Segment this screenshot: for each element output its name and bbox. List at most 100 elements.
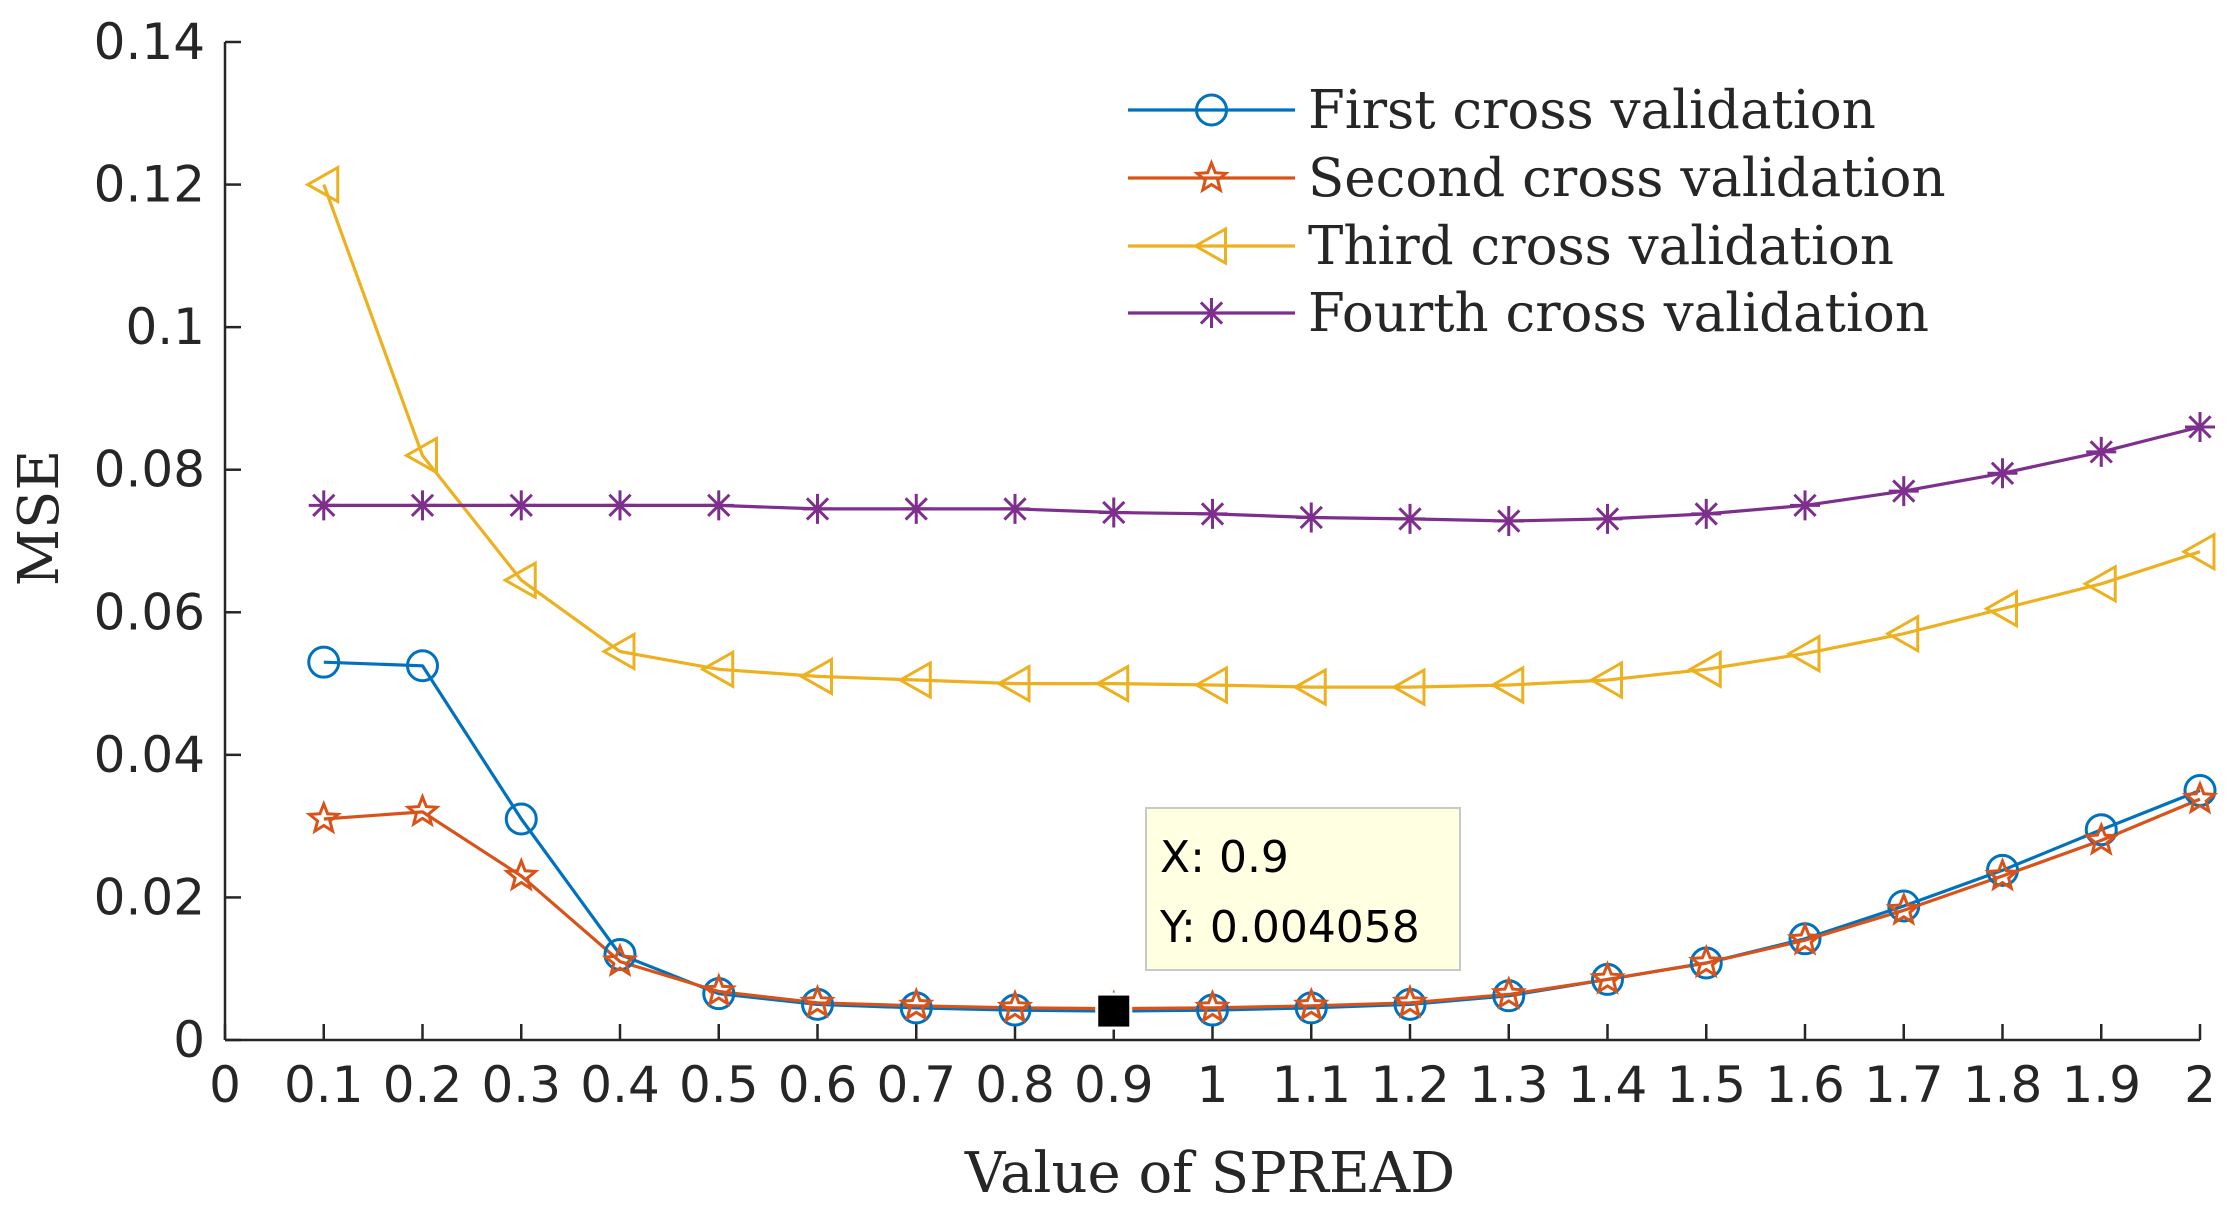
- data-point: [1293, 986, 1330, 1022]
- legend-marker: [1196, 298, 1227, 328]
- data-point: [1489, 665, 1525, 705]
- x-tick-label: 1.4: [1568, 1056, 1648, 1114]
- data-point: [1000, 493, 1030, 524]
- data-point: [304, 164, 340, 205]
- x-tick-label: 1: [1197, 1056, 1229, 1114]
- data-point: [1493, 506, 1524, 537]
- data-point: [1687, 649, 1722, 689]
- x-tick-label: 0.5: [679, 1056, 759, 1114]
- data-point: [1197, 498, 1228, 529]
- data-point: [605, 490, 635, 521]
- data-point: [1987, 458, 2018, 489]
- data-point: [2084, 813, 2118, 847]
- data-point: [2181, 779, 2219, 815]
- y-tick-label: 0.04: [94, 726, 205, 784]
- data-point: [600, 631, 636, 672]
- y-tick-label: 0.02: [94, 868, 205, 926]
- legend-entry-1: First cross validation: [1128, 80, 1876, 141]
- datatip-box: [1145, 807, 1461, 971]
- data-point: [406, 649, 439, 683]
- data-point: [995, 663, 1031, 704]
- data-point: [1790, 490, 1820, 521]
- datatip-y-label: Y: 0.004058: [1159, 902, 1420, 953]
- y-tick-label: 0.06: [94, 583, 205, 641]
- data-point: [1391, 983, 1429, 1019]
- y-tick-label: 0.08: [94, 441, 205, 499]
- data-point: [305, 799, 342, 835]
- x-tick-label: 0.8: [975, 1056, 1055, 1114]
- data-point: [502, 560, 537, 600]
- legend: First cross validation Second cross valid…: [1128, 80, 1946, 344]
- series-line-1: [323, 660, 2201, 1013]
- datatip[interactable]: X: 0.9 Y: 0.004058: [1095, 807, 1461, 1030]
- data-point: [1983, 589, 2018, 629]
- x-tick-label: 1.5: [1666, 1056, 1746, 1114]
- x-tick-label: 1.7: [1864, 1056, 1944, 1114]
- legend-label: Third cross validation: [1308, 216, 1894, 277]
- legend-label: Fourth cross validation: [1308, 283, 1929, 344]
- data-point: [2082, 564, 2117, 604]
- series-markers-3: [304, 164, 2216, 707]
- data-point: [1984, 856, 2021, 892]
- series-line-4: [323, 425, 2201, 523]
- data-point: [1292, 667, 1327, 707]
- y-tick-label: 0.1: [125, 298, 205, 356]
- data-point: [1884, 614, 1920, 654]
- legend-label: First cross validation: [1308, 80, 1876, 141]
- data-point: [308, 490, 339, 521]
- legend-marker: [1195, 93, 1228, 127]
- data-point: [2185, 411, 2215, 442]
- x-tick-label: 1.1: [1271, 1056, 1351, 1114]
- data-point: [2180, 532, 2216, 572]
- data-point: [897, 660, 932, 700]
- data-point: [898, 986, 935, 1022]
- x-tick-label: 0.7: [876, 1056, 956, 1114]
- data-point: [802, 493, 833, 524]
- data-point: [407, 490, 438, 521]
- data-point: [1098, 497, 1129, 528]
- data-point: [1592, 503, 1623, 534]
- data-point: [996, 988, 1034, 1024]
- data-point: [1390, 667, 1426, 707]
- legend-marker: [1192, 226, 1227, 266]
- series-line-2: [323, 797, 2201, 1011]
- data-point: [2083, 821, 2120, 856]
- data-point: [2086, 436, 2117, 467]
- data-point: [1888, 476, 1919, 507]
- data-point: [1588, 660, 1623, 700]
- data-point: [901, 493, 932, 524]
- data-point: [1688, 943, 1725, 979]
- data-point: [703, 490, 734, 521]
- x-tick-label: 0.3: [481, 1056, 561, 1114]
- data-point: [1094, 663, 1130, 704]
- legend-label: Second cross validation: [1308, 148, 1946, 209]
- data-point: [1395, 503, 1425, 534]
- data-point: [1691, 498, 1722, 529]
- data-point: [506, 490, 537, 521]
- series-layer: [304, 164, 2219, 1028]
- x-tick-label: 1.8: [1963, 1056, 2043, 1114]
- x-tick-label: 0: [209, 1056, 241, 1114]
- x-tick-label: 0.2: [383, 1056, 463, 1114]
- data-point: [1786, 921, 1824, 956]
- legend-entry-3: Third cross validation: [1128, 216, 1894, 277]
- data-point: [1589, 960, 1626, 995]
- y-tick-label: 0.12: [94, 156, 205, 214]
- data-point: [1785, 634, 1821, 674]
- x-tick-label: 1.9: [2061, 1056, 2141, 1114]
- data-point: [700, 972, 737, 1008]
- data-point: [504, 802, 538, 836]
- data-point: [1193, 665, 1228, 705]
- series-line-3: [322, 184, 2201, 689]
- x-tick-label: 1.6: [1765, 1056, 1845, 1114]
- data-point: [503, 856, 540, 892]
- y-axis-title: MSE: [7, 450, 72, 587]
- data-point: [307, 645, 341, 679]
- legend-marker: [1193, 158, 1230, 194]
- x-tick-label: 0.6: [778, 1056, 858, 1114]
- legend-entry-2: Second cross validation: [1128, 148, 1946, 209]
- y-tick-label: 0.14: [94, 13, 205, 71]
- x-tick-label: 0.1: [284, 1056, 364, 1114]
- data-point: [1885, 891, 1922, 926]
